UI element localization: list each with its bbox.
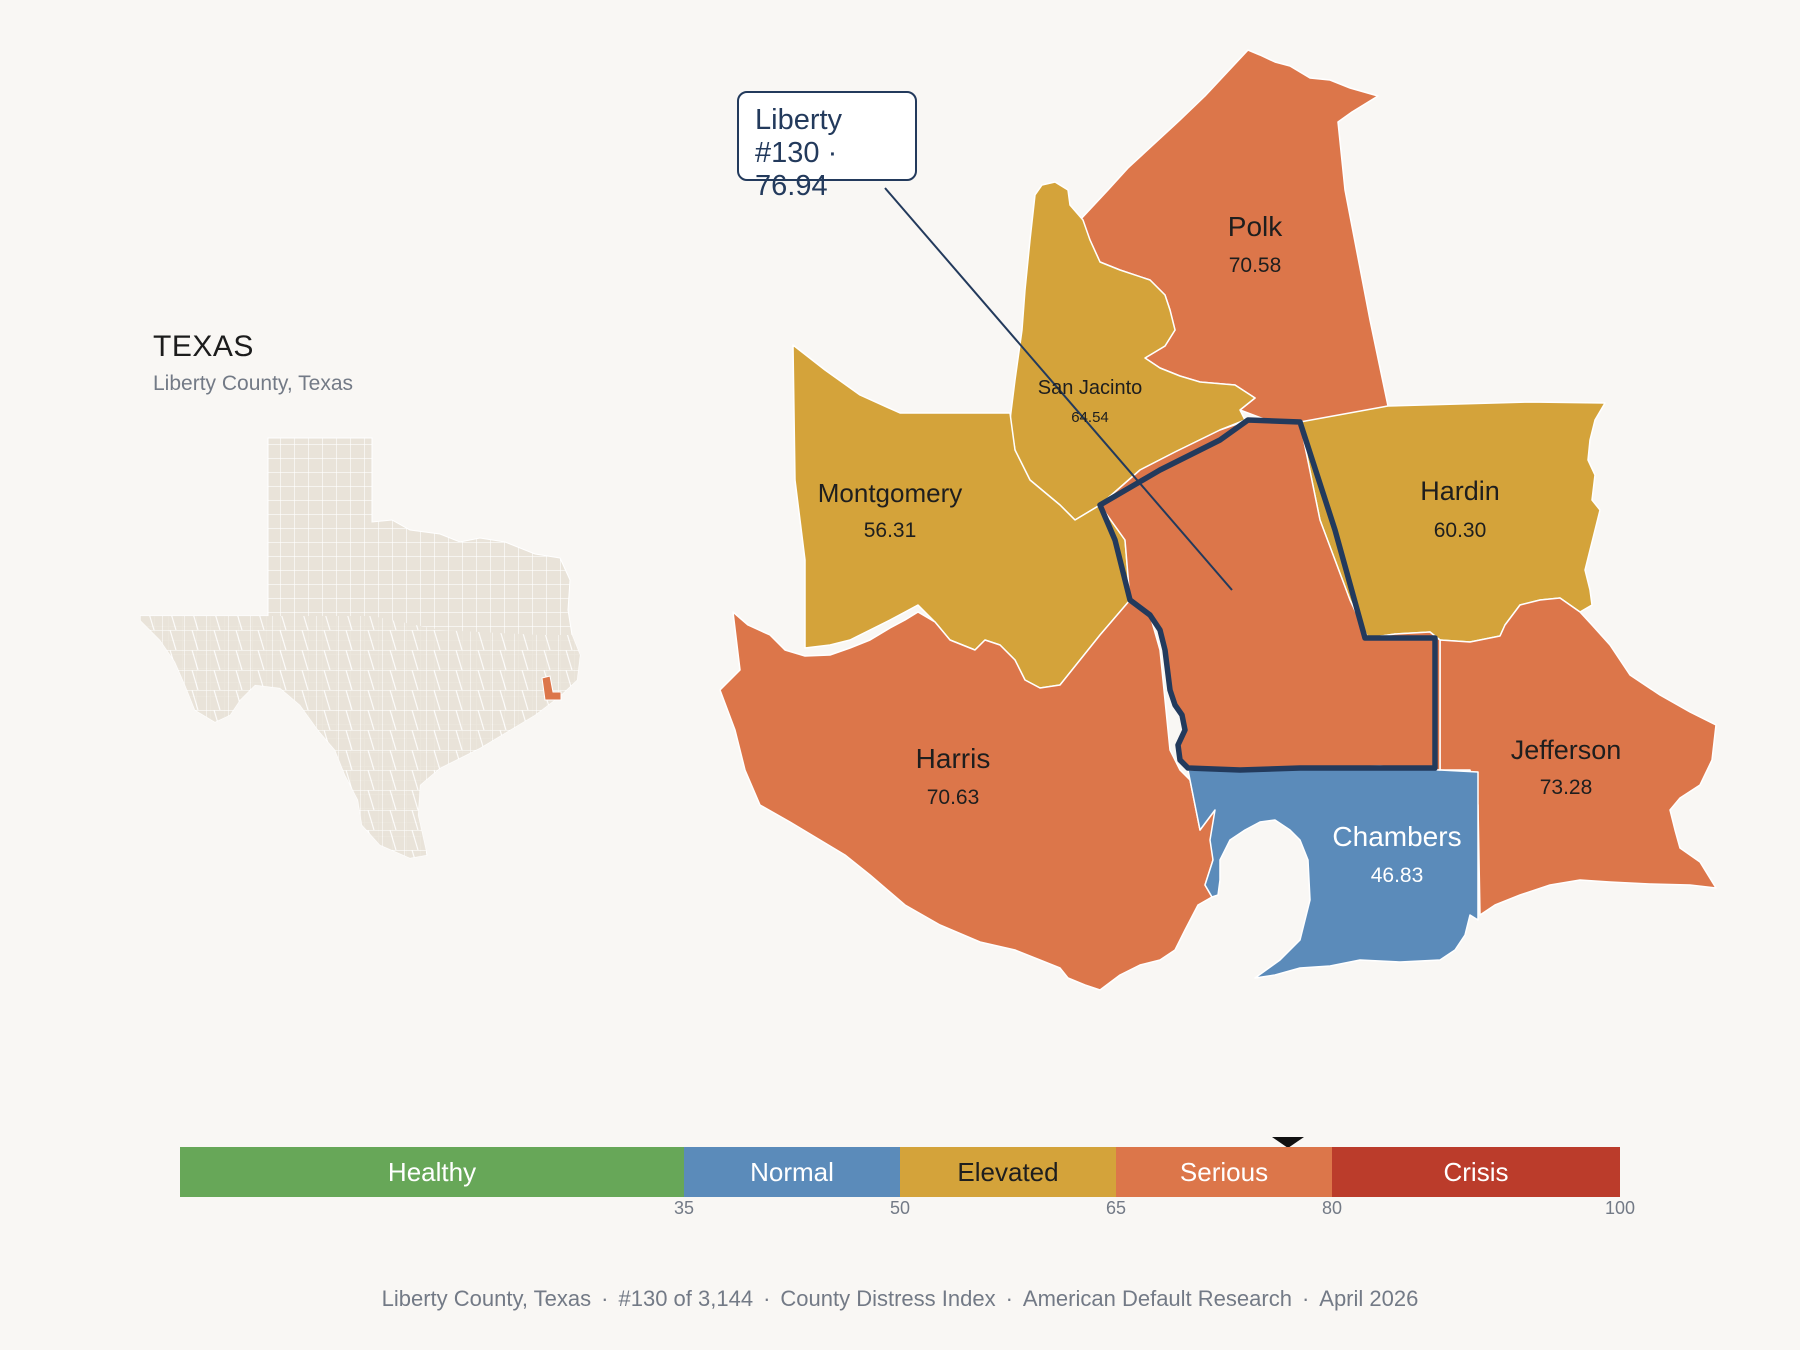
county-label-hardin: Hardin <box>1420 476 1500 506</box>
county-value-harris: 70.63 <box>927 786 980 809</box>
current-value-marker <box>1271 1137 1304 1148</box>
county-value-jefferson: 73.28 <box>1540 776 1593 799</box>
footer-separator: · <box>601 1286 609 1311</box>
footer-rank: #130 of 3,144 <box>618 1286 754 1311</box>
county-value-san-jacinto: 64.54 <box>1071 409 1109 426</box>
footer-date: April 2026 <box>1319 1286 1419 1311</box>
locator-subtitle: Liberty County, Texas <box>153 372 353 395</box>
legend-serious: Serious <box>1116 1147 1332 1197</box>
legend-tick-65: 65 <box>1105 1198 1127 1218</box>
callout-county-name: Liberty <box>755 104 843 136</box>
distress-legend: Healthy Normal Elevated Serious Crisis <box>180 1147 1620 1197</box>
legend-crisis: Crisis <box>1332 1147 1620 1197</box>
liberty-outline <box>1097 417 1438 773</box>
callout-leader-line <box>884 187 1233 591</box>
county-label-polk: Polk <box>1228 211 1283 242</box>
legend-healthy: Healthy <box>180 1147 684 1197</box>
county-label-san-jacinto: San Jacinto <box>1038 377 1143 399</box>
legend-tick-35: 35 <box>673 1198 695 1218</box>
county-value-montgomery: 56.31 <box>864 519 917 542</box>
legend-normal: Normal <box>684 1147 900 1197</box>
callout-rank-value: #130 · 76.94 <box>755 137 838 202</box>
legend-tick-100: 100 <box>1604 1198 1636 1218</box>
footer: Liberty County, Texas · #130 of 3,144 · Coun… <box>0 1286 1800 1312</box>
legend-tick-50: 50 <box>889 1198 911 1218</box>
liberty-callout: Liberty #130 · 76.94 <box>737 91 917 202</box>
county-label-jefferson: Jefferson <box>1511 735 1622 765</box>
locator-title: TEXAS <box>153 330 254 363</box>
footer-separator: · <box>763 1286 771 1311</box>
county-label-montgomery: Montgomery <box>818 478 963 508</box>
texas-south-overlay <box>140 616 580 858</box>
footer-index: County Distress Index <box>780 1286 996 1311</box>
county-label-chambers: Chambers <box>1332 821 1461 852</box>
footer-publisher: American Default Research <box>1022 1286 1292 1311</box>
footer-separator: · <box>1301 1286 1310 1311</box>
county-value-polk: 70.58 <box>1229 254 1282 277</box>
footer-county: Liberty County, Texas <box>381 1286 592 1311</box>
county-value-chambers: 46.83 <box>1371 864 1424 887</box>
liberty-locator-highlight <box>541 675 562 701</box>
county-label-harris: Harris <box>916 743 991 774</box>
county-labels: Polk 70.58 San Jacinto 64.54 Montgomery … <box>818 211 1622 887</box>
county-chambers[interactable] <box>1187 765 1479 979</box>
county-jefferson[interactable] <box>1439 597 1717 916</box>
legend-tick-80: 80 <box>1321 1198 1343 1218</box>
footer-separator: · <box>1005 1286 1013 1311</box>
legend-elevated: Elevated <box>900 1147 1116 1197</box>
county-value-hardin: 60.30 <box>1434 519 1487 542</box>
texas-locator-map <box>140 437 581 859</box>
